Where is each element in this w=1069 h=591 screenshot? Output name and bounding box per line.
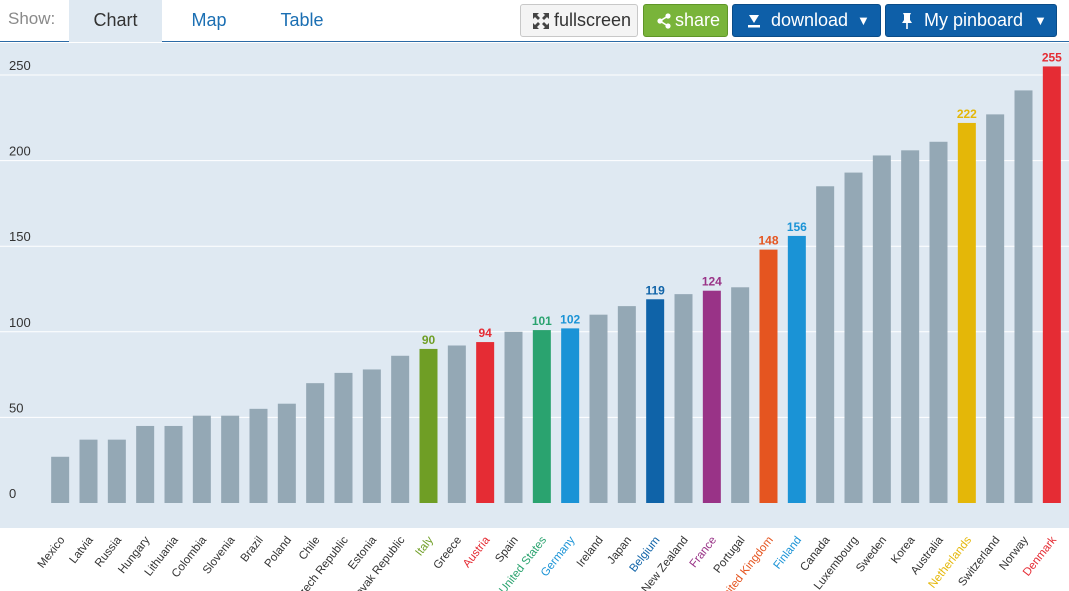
bar [277,403,296,503]
bar [816,186,835,503]
data-label: 222 [957,107,977,121]
bar [79,439,98,503]
share-label: share [675,10,721,30]
x-tick-label: Italy [413,534,436,558]
x-tick-label: Austria [461,534,493,570]
tab-map[interactable]: Map [191,10,227,30]
x-tick-label: Sweden [854,534,889,574]
bar [589,314,608,503]
bar [192,415,211,503]
bar [617,306,636,503]
data-label: 255 [1042,50,1062,64]
data-label: 119 [645,283,665,297]
y-tick-label: 200 [9,144,31,159]
y-tick-label: 150 [9,229,31,244]
bar [646,299,665,503]
bar [702,290,721,503]
toolbar: Show: Chart Map Table fullscreen share d… [0,0,1069,42]
bar [1014,90,1033,504]
bar [334,372,353,503]
bar [249,408,268,503]
x-tick-label: Korea [889,534,918,566]
bar [136,425,155,503]
bar [504,331,523,503]
y-tick-label: 50 [9,400,23,415]
bar [986,114,1005,503]
share-button[interactable]: share [643,4,728,37]
chevron-down-icon: ▼ [857,13,870,28]
x-tick-label: Brazil [239,534,266,564]
tab-table[interactable]: Table [280,10,324,30]
fullscreen-label: fullscreen [554,10,632,30]
bar [1042,66,1061,503]
x-tick-label: Poland [263,534,295,570]
download-icon [748,15,760,28]
x-tick-label: Japan [605,534,634,566]
data-label: 148 [758,234,778,248]
y-tick-label: 100 [9,315,31,330]
fullscreen-button[interactable]: fullscreen [520,4,638,37]
bar [674,294,693,503]
pin-icon [902,13,912,29]
data-label: 156 [787,220,807,234]
bar [107,439,126,503]
data-label: 124 [702,275,722,289]
bar [759,249,778,503]
chevron-down-icon: ▼ [1034,13,1047,28]
bar [532,330,551,503]
data-label: 90 [422,333,436,347]
bar [51,456,70,503]
share-icon [657,13,671,29]
bar [476,342,495,503]
x-tick-label: Mexico [36,534,68,570]
bar [221,415,240,503]
bar [419,348,438,503]
x-tick-label: Latvia [68,534,97,566]
bar [929,141,948,503]
y-tick-label: 250 [9,58,31,73]
download-label: download [771,10,849,30]
data-label: 94 [478,326,492,340]
x-tick-label: Spain [493,534,521,565]
y-tick-label: 0 [9,486,16,501]
bar [391,355,410,503]
bar [164,425,183,503]
x-tick-label: Greece [432,534,465,571]
bar [787,235,806,504]
download-button[interactable]: download ▼ [732,4,881,37]
tab-chart[interactable]: Chart [69,0,162,42]
bar [844,172,863,504]
data-label: 102 [560,312,580,326]
bar [872,155,891,504]
bar [957,122,976,503]
bar [901,150,920,503]
x-tick-label: Chile [297,534,323,562]
data-label: 101 [532,314,552,328]
show-label: Show: [8,9,56,28]
bar [362,369,381,503]
bar [447,345,466,503]
x-tick-label: Ireland [575,534,606,569]
fullscreen-icon [533,13,549,29]
pinboard-label: My pinboard [924,10,1024,30]
pinboard-button[interactable]: My pinboard ▼ [885,4,1057,37]
bar [561,328,580,503]
bar [731,287,750,503]
bar [306,383,325,503]
